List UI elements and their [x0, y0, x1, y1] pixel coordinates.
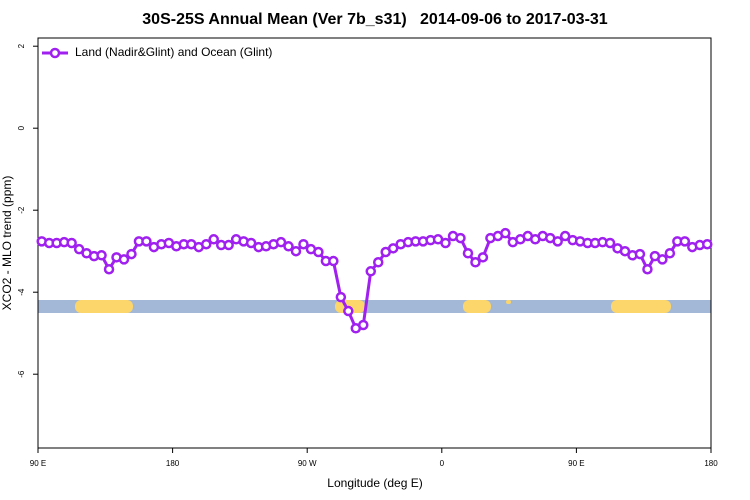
data-point	[275, 236, 287, 248]
land-segment	[611, 300, 671, 313]
data-point	[343, 305, 354, 317]
data-point	[365, 266, 377, 277]
x-tick-label: 90 E	[30, 459, 46, 468]
data-point	[634, 248, 646, 260]
data-point	[298, 238, 309, 250]
data-point	[118, 254, 130, 265]
data-point	[455, 232, 466, 244]
y-tick-label: -2	[17, 206, 26, 214]
data-point	[702, 238, 713, 250]
y-tick-label: -6	[17, 370, 26, 378]
land-segment	[463, 300, 491, 313]
land-segment	[75, 300, 133, 313]
data-point	[559, 230, 571, 242]
data-point	[66, 237, 77, 249]
data-point	[73, 243, 85, 255]
y-tick-label: 0	[17, 125, 26, 130]
data-point	[387, 243, 399, 254]
x-tick-label: 90 E	[568, 459, 584, 468]
y-tick-label: 2	[17, 43, 26, 48]
data-point	[462, 248, 474, 259]
ocean-band	[38, 300, 711, 313]
land-segment	[506, 300, 511, 304]
x-tick-label: 0	[440, 459, 445, 468]
data-point	[290, 245, 302, 257]
data-point	[372, 257, 384, 268]
data-point	[313, 246, 324, 258]
data-point	[642, 263, 653, 275]
data-point	[470, 257, 481, 268]
data-point	[283, 241, 294, 252]
data-point	[604, 237, 616, 249]
y-tick-label: -4	[17, 288, 26, 296]
data-point	[440, 237, 451, 249]
data-point	[619, 245, 631, 257]
data-point	[335, 291, 347, 303]
data-point	[358, 319, 369, 331]
data-point	[552, 236, 563, 247]
data-point	[328, 255, 339, 267]
legend-marker	[49, 47, 61, 59]
x-tick-label: 180	[166, 459, 180, 468]
data-point	[126, 248, 137, 260]
data-point	[657, 254, 668, 265]
data-point	[103, 263, 115, 275]
data-point	[500, 227, 511, 239]
data-point	[141, 236, 152, 247]
data-point	[245, 237, 257, 249]
x-tick-label: 180	[704, 459, 718, 468]
y-axis-label: XCO2 - MLO trend (ppm)	[0, 176, 14, 311]
surface-band	[38, 300, 711, 313]
x-tick-label: 90 W	[298, 459, 317, 468]
chart-title: 30S-25S Annual Mean (Ver 7b_s31) 2014-09…	[142, 11, 608, 28]
data-point	[679, 236, 691, 247]
data-point	[664, 248, 676, 259]
data-point	[201, 238, 212, 250]
data-point	[96, 250, 107, 261]
data-point	[223, 239, 234, 251]
data-point	[208, 234, 219, 245]
data-point	[477, 252, 489, 263]
legend-label: Land (Nadir&Glint) and Ocean (Glint)	[75, 45, 272, 59]
x-axis-label: Longitude (deg E)	[327, 476, 422, 490]
